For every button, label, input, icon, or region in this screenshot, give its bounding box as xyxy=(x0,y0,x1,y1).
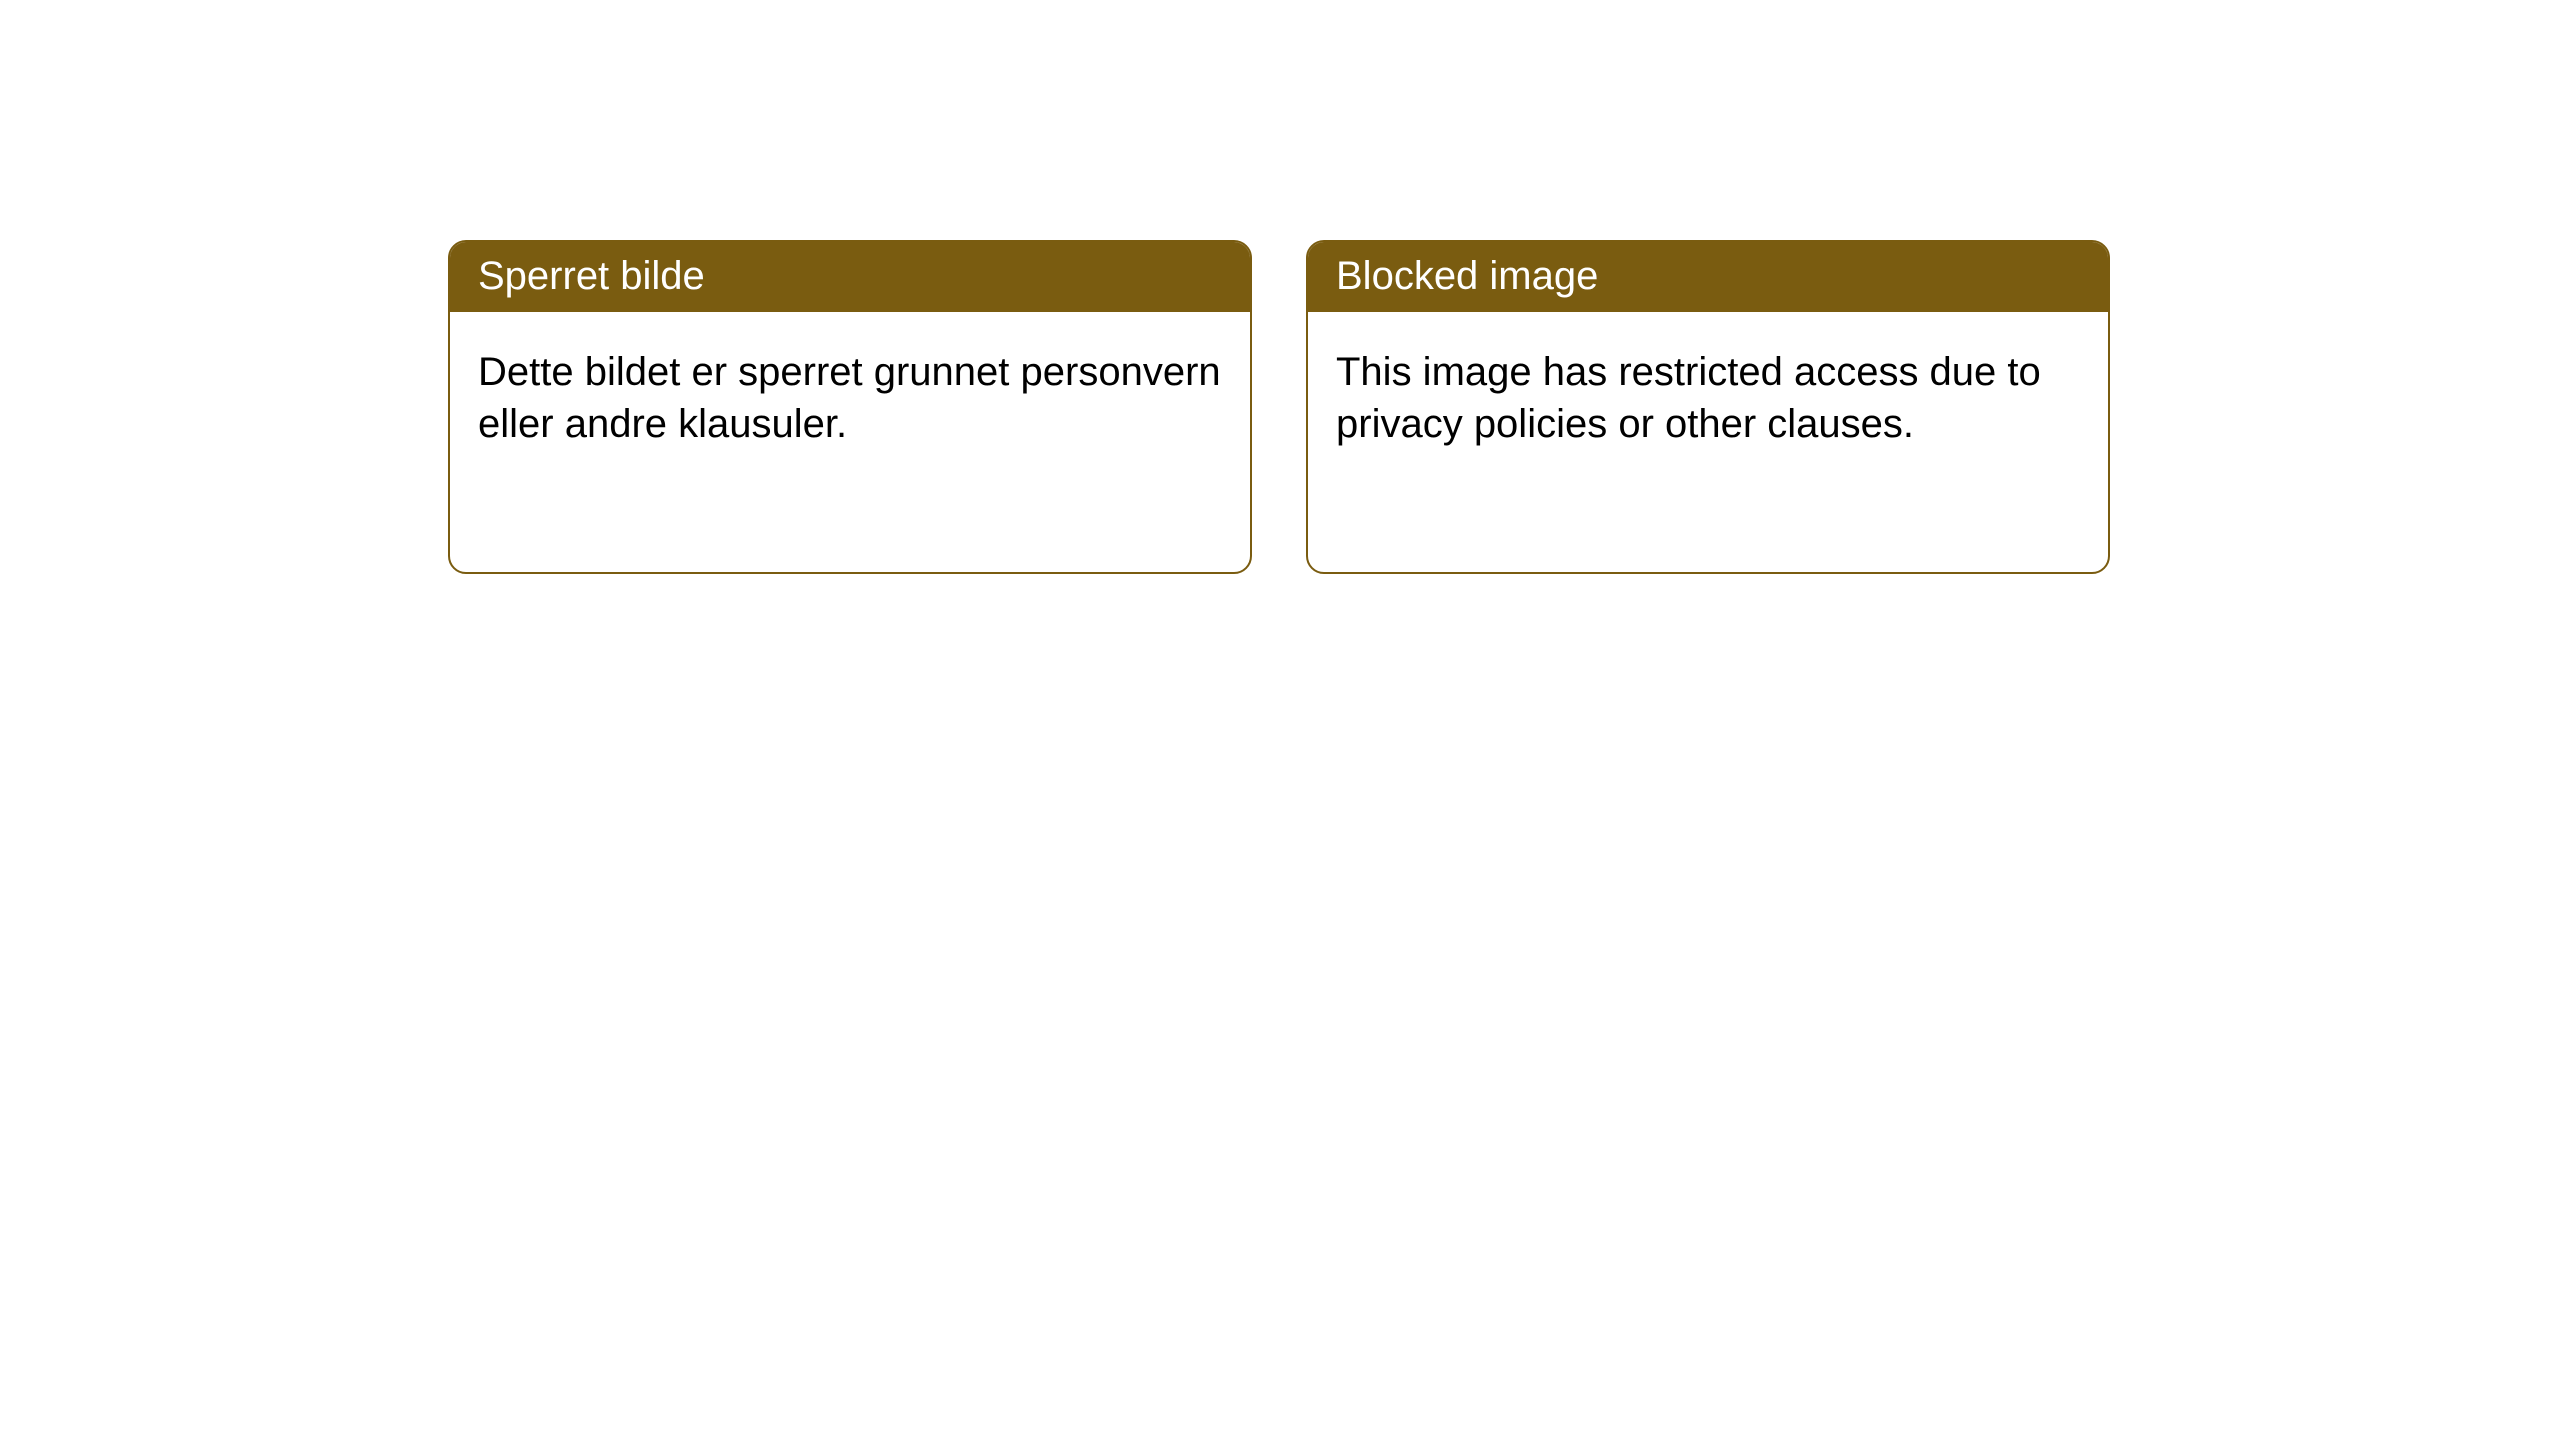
notice-card-no: Sperret bilde Dette bildet er sperret gr… xyxy=(448,240,1252,574)
notice-card-en: Blocked image This image has restricted … xyxy=(1306,240,2110,574)
blocked-image-notices: Sperret bilde Dette bildet er sperret gr… xyxy=(448,240,2110,574)
notice-body-en: This image has restricted access due to … xyxy=(1308,312,2108,572)
notice-header-en: Blocked image xyxy=(1308,242,2108,312)
notice-body-no: Dette bildet er sperret grunnet personve… xyxy=(450,312,1250,572)
notice-header-no: Sperret bilde xyxy=(450,242,1250,312)
